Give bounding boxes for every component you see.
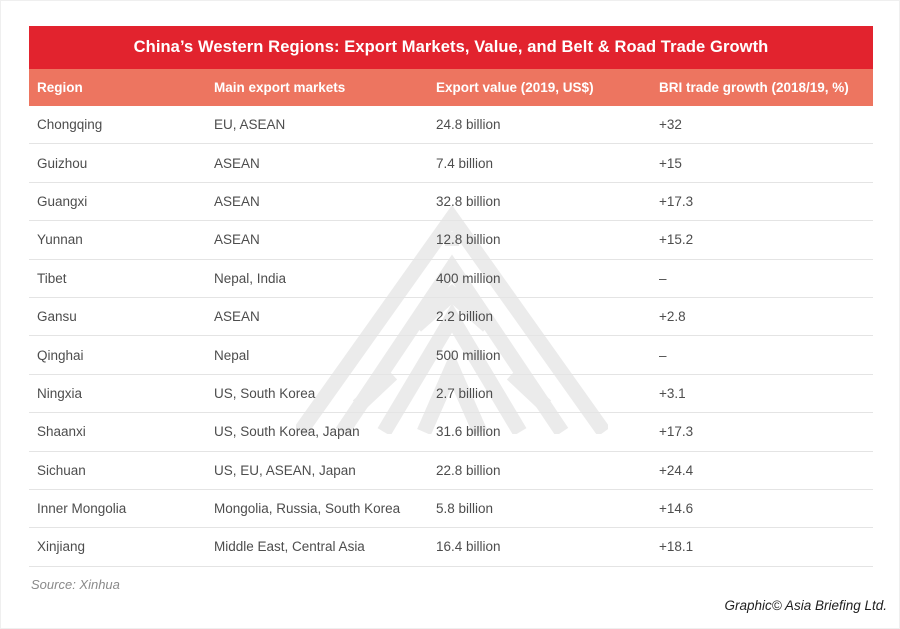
- table-row: Guizhou ASEAN 7.4 billion +15: [29, 144, 873, 183]
- table-title: China’s Western Regions: Export Markets,…: [29, 26, 873, 69]
- table-row: Shaanxi US, South Korea, Japan 31.6 bill…: [29, 413, 873, 452]
- regions-table: China’s Western Regions: Export Markets,…: [29, 26, 873, 567]
- export-value-cell: 400 million: [436, 270, 501, 286]
- table-row: Chongqing EU, ASEAN 24.8 billion +32: [29, 106, 873, 145]
- markets-cell: ASEAN: [214, 232, 260, 248]
- markets-cell: US, South Korea: [214, 385, 316, 401]
- region-cell: Guangxi: [37, 193, 88, 209]
- bri-growth-cell: +17.3: [659, 424, 694, 440]
- export-value-cell: 12.8 billion: [436, 232, 501, 248]
- markets-cell: Middle East, Central Asia: [214, 539, 365, 555]
- region-cell: Qinghai: [37, 347, 84, 363]
- bri-growth-cell: +14.6: [659, 501, 694, 517]
- region-cell: Sichuan: [37, 462, 86, 478]
- export-value-cell: 7.4 billion: [436, 155, 494, 171]
- markets-cell: US, EU, ASEAN, Japan: [214, 462, 356, 478]
- export-value-cell: 22.8 billion: [436, 462, 501, 478]
- bri-growth-cell: +24.4: [659, 462, 694, 478]
- table-row: Xinjiang Middle East, Central Asia 16.4 …: [29, 528, 873, 567]
- bri-growth-cell: +3.1: [659, 385, 686, 401]
- column-header-export-value: Export value (2019, US$): [436, 80, 594, 95]
- table-row: Inner Mongolia Mongolia, Russia, South K…: [29, 490, 873, 529]
- export-value-cell: 2.2 billion: [436, 309, 494, 325]
- region-cell: Chongqing: [37, 117, 103, 133]
- table-row: Tibet Nepal, India 400 million –: [29, 260, 873, 298]
- table-row: Ningxia US, South Korea 2.7 billion +3.1: [29, 375, 873, 414]
- table-row: Yunnan ASEAN 12.8 billion +15.2: [29, 221, 873, 260]
- source-note: Source: Xinhua: [31, 577, 120, 592]
- markets-cell: EU, ASEAN: [214, 117, 286, 133]
- bri-growth-cell: –: [659, 270, 667, 286]
- export-value-cell: 5.8 billion: [436, 501, 494, 517]
- region-cell: Yunnan: [37, 232, 83, 248]
- export-value-cell: 16.4 billion: [436, 539, 501, 555]
- table-row: Gansu ASEAN 2.2 billion +2.8: [29, 298, 873, 337]
- table-row: Qinghai Nepal 500 million –: [29, 336, 873, 375]
- markets-cell: Nepal: [214, 347, 250, 363]
- column-header-region: Region: [37, 80, 83, 95]
- bri-growth-cell: +15.2: [659, 232, 694, 248]
- export-value-cell: 24.8 billion: [436, 117, 501, 133]
- bri-growth-cell: +17.3: [659, 193, 694, 209]
- table-row: Sichuan US, EU, ASEAN, Japan 22.8 billio…: [29, 452, 873, 490]
- credit-note: Graphic© Asia Briefing Ltd.: [724, 598, 887, 613]
- region-cell: Xinjiang: [37, 539, 86, 555]
- markets-cell: Nepal, India: [214, 270, 287, 286]
- table-header-row: Region Main export markets Export value …: [29, 69, 873, 106]
- bri-growth-cell: +15: [659, 155, 682, 171]
- bri-growth-cell: –: [659, 347, 667, 363]
- export-value-cell: 31.6 billion: [436, 424, 501, 440]
- region-cell: Gansu: [37, 309, 77, 325]
- markets-cell: ASEAN: [214, 193, 260, 209]
- column-header-markets: Main export markets: [214, 80, 346, 95]
- export-value-cell: 32.8 billion: [436, 193, 501, 209]
- export-value-cell: 500 million: [436, 347, 501, 363]
- markets-cell: ASEAN: [214, 155, 260, 171]
- region-cell: Inner Mongolia: [37, 501, 127, 517]
- column-header-bri-growth: BRI trade growth (2018/19, %): [659, 80, 849, 95]
- region-cell: Ningxia: [37, 385, 83, 401]
- region-cell: Tibet: [37, 270, 67, 286]
- region-cell: Shaanxi: [37, 424, 86, 440]
- bri-growth-cell: +32: [659, 117, 682, 133]
- markets-cell: Mongolia, Russia, South Korea: [214, 501, 401, 517]
- export-value-cell: 2.7 billion: [436, 385, 494, 401]
- region-cell: Guizhou: [37, 155, 88, 171]
- markets-cell: US, South Korea, Japan: [214, 424, 360, 440]
- bri-growth-cell: +2.8: [659, 309, 686, 325]
- bri-growth-cell: +18.1: [659, 539, 694, 555]
- table-row: Guangxi ASEAN 32.8 billion +17.3: [29, 183, 873, 222]
- markets-cell: ASEAN: [214, 309, 260, 325]
